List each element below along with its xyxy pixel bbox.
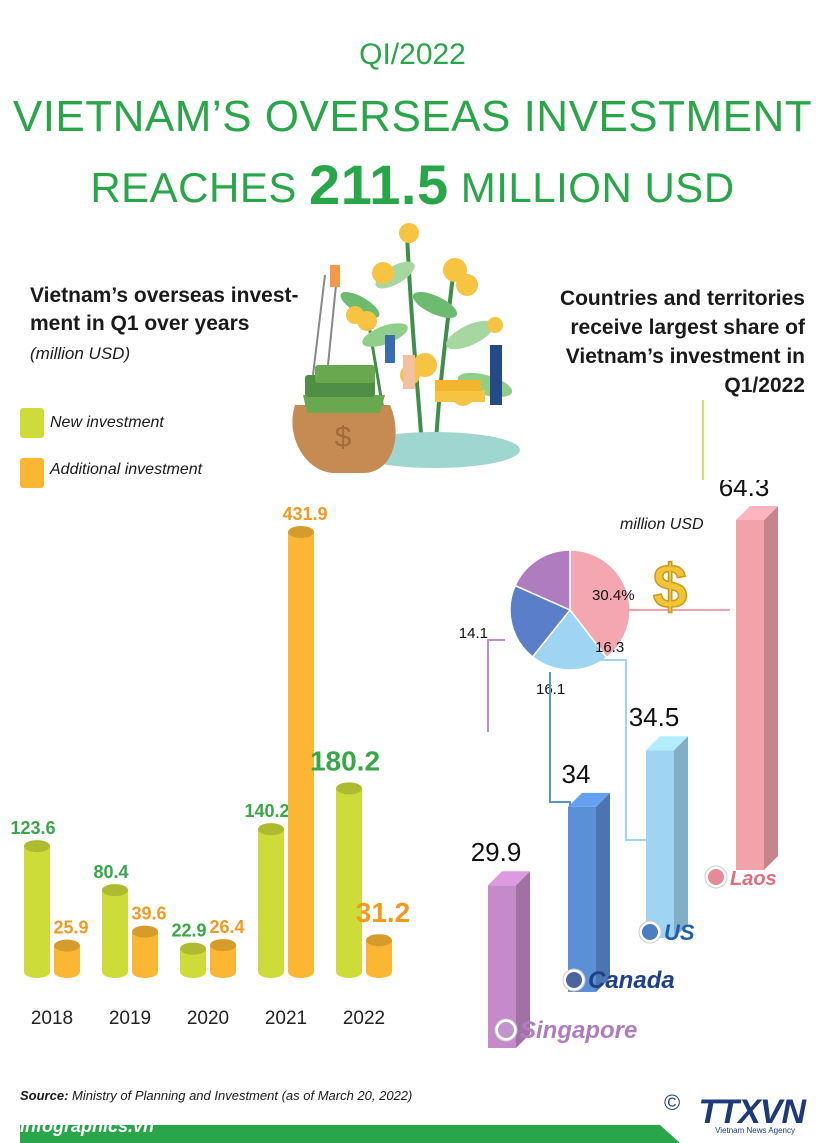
- laos-flag-icon: [704, 865, 728, 889]
- left-chart-unit: (million USD): [30, 344, 131, 363]
- pie-label-laos: 30.4%: [592, 587, 635, 604]
- title-total-value: 211.5: [309, 153, 449, 216]
- legend-label-new: New investment: [50, 414, 164, 431]
- country-label-us: US: [664, 920, 695, 945]
- page-title-line2: REACHES 211.5 MILLION USD: [0, 152, 825, 217]
- value-label-singapore: 29.9: [471, 837, 522, 867]
- country-label-singapore: Singapore: [520, 1017, 637, 1044]
- bar-2022-new: [336, 782, 362, 978]
- site-link[interactable]: infographics.vn: [20, 1116, 155, 1136]
- source-label: Source:: [20, 1088, 69, 1103]
- page-title-line1: VIETNAM’S OVERSEAS INVESTMENT: [12, 92, 813, 141]
- value-label-2018-new: 123.6: [10, 818, 55, 838]
- year-label-2021: 2021: [265, 1008, 307, 1029]
- legend-swatch-additional: [20, 458, 44, 488]
- bar-singapore: [488, 871, 530, 1048]
- value-label-2020-new: 22.9: [171, 921, 206, 941]
- money-plant-illustration-icon: $: [292, 223, 520, 473]
- bar-2019-new: [102, 884, 128, 978]
- value-label-2020-additional: 26.4: [209, 917, 244, 937]
- pie-label-us: 16.3: [595, 639, 624, 656]
- pie-chart: [509, 549, 631, 671]
- brand-subtitle: Vietnam News Agency: [715, 1126, 795, 1135]
- bar-2022-additional: [366, 934, 392, 978]
- bar-laos: [736, 506, 778, 870]
- bar-canada: [568, 792, 610, 992]
- connector-line-us: [549, 672, 571, 820]
- pie-slice-singapore: [514, 549, 571, 612]
- value-label-laos: 64.3: [719, 480, 770, 502]
- svg-text:$: $: [335, 421, 352, 454]
- bar-2018-new: [24, 840, 50, 978]
- source-text: Ministry of Planning and Investment (as …: [68, 1088, 413, 1103]
- value-label-canada: 34: [562, 759, 591, 789]
- bar-2018-additional: [54, 939, 80, 978]
- value-label-2019-additional: 39.6: [131, 904, 166, 924]
- legend-swatch-new: [20, 408, 44, 438]
- value-label-us: 34.5: [629, 702, 680, 732]
- value-label-2019-new: 80.4: [93, 862, 128, 882]
- bar-2021-new: [258, 823, 284, 978]
- bar-2019-additional: [132, 925, 158, 978]
- title-prefix: REACHES: [90, 164, 310, 211]
- bar-us: [646, 736, 688, 938]
- value-label-2022-new: 180.2: [310, 745, 380, 776]
- value-label-2021-additional: 431.9: [282, 504, 327, 524]
- pie-label-singapore: 14.1: [459, 625, 488, 642]
- bar-2020-additional: [210, 939, 236, 978]
- country-label-canada: Canada: [588, 967, 675, 994]
- year-label-2022: 2022: [343, 1008, 385, 1029]
- svg-text:$: $: [653, 553, 687, 620]
- right-bar-chart: 29.9 Singapore 34 Canada 34.5 US 64.3 Laos 30.4%…: [459, 480, 778, 1048]
- year-label-2019: 2019: [109, 1008, 151, 1029]
- brand-logo: TTXVN: [698, 1093, 806, 1131]
- bar-2020-new: [180, 942, 206, 978]
- singapore-flag-icon: [494, 1018, 518, 1042]
- connector-line-canada: [590, 659, 650, 841]
- source-note: Source: Ministry of Planning and Investm…: [20, 1088, 412, 1103]
- value-label-2021-new: 140.2: [244, 801, 289, 821]
- canada-flag-icon: [562, 968, 586, 992]
- pie-slice-laos: [569, 549, 631, 659]
- right-chart-unit: million USD: [620, 516, 704, 533]
- us-flag-icon: [638, 920, 662, 944]
- right-chart-heading: Countries and territories receive larges…: [559, 287, 805, 397]
- year-label-2020: 2020: [187, 1008, 229, 1029]
- legend-label-additional: Additional investment: [50, 461, 203, 478]
- year-label-2018: 2018: [31, 1008, 73, 1029]
- left-bar-chart: 123.6 25.9 2018 80.4 39.6 2019 22.9 26.4 2020 140…: [10, 504, 411, 1029]
- bar-2021-additional: [288, 526, 314, 978]
- dollar-sign-icon: $: [652, 552, 688, 620]
- footer-bar: [20, 1125, 680, 1143]
- country-label-laos: Laos: [730, 868, 777, 890]
- left-chart-heading: Vietnam’s overseas invest-ment in Q1 ove…: [30, 284, 299, 335]
- period-label: QI/2022: [359, 38, 466, 71]
- connector-line-laos: [487, 639, 505, 732]
- heading-connector-line: [702, 400, 704, 480]
- title-suffix: MILLION USD: [448, 164, 735, 211]
- value-label-2018-additional: 25.9: [53, 918, 88, 938]
- value-label-2022-additional: 31.2: [356, 897, 411, 928]
- copyright-icon: ©: [664, 1090, 681, 1115]
